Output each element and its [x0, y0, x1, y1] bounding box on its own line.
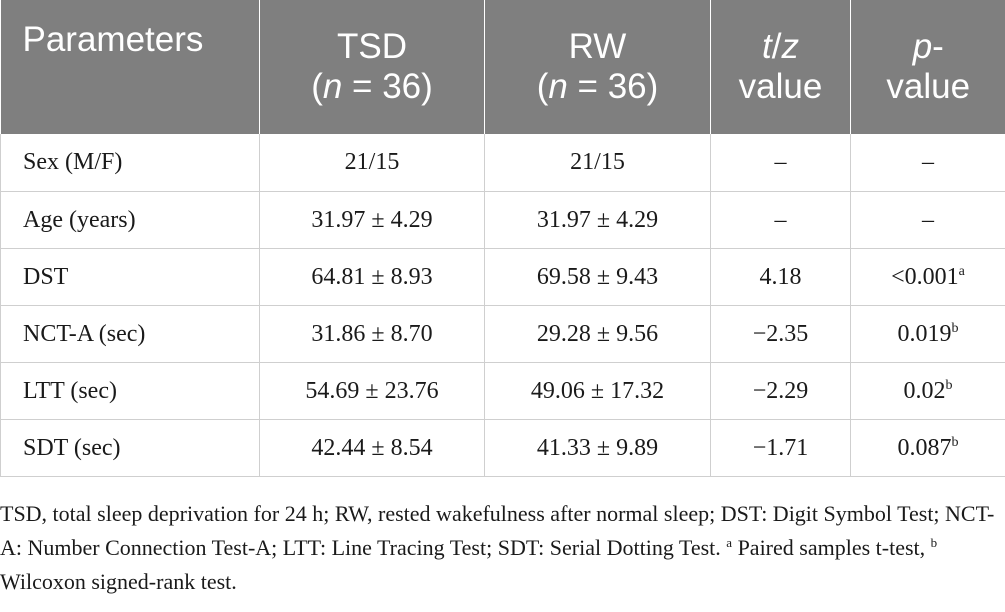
table-row: LTT (sec) 54.69 ± 23.76 49.06 ± 17.32 −2.29…	[0, 362, 1005, 420]
footnote-text: TSD, total sleep deprivation for 24 h; R…	[0, 501, 995, 560]
cell-tsd: 42.44 ± 8.54	[259, 419, 485, 477]
table-row: DST 64.81 ± 8.93 69.58 ± 9.43 4.18 <0.001a	[0, 248, 1005, 306]
cell-tz-value: −1.71	[710, 419, 851, 477]
cell-rw: 41.33 ± 9.89	[484, 419, 711, 477]
header-row: Parameters TSD (n = 36) RW (n = 36) t/z …	[0, 0, 1005, 134]
cell-p-value: 0.019b	[850, 305, 1005, 363]
p-value-superscript: a	[958, 263, 965, 279]
footnote-sup-b: b	[930, 535, 938, 550]
footnote-text-a: Paired samples t-test,	[732, 535, 926, 560]
cell-tsd: 21/15	[259, 134, 485, 192]
cell-tsd: 54.69 ± 23.76	[259, 362, 485, 420]
header-tsd: TSD (n = 36)	[259, 0, 485, 134]
cell-tz-value: –	[710, 191, 851, 249]
cell-parameter: DST	[0, 248, 260, 306]
p-value-superscript: b	[951, 320, 959, 336]
cell-rw: 69.58 ± 9.43	[484, 248, 711, 306]
cell-tz-value: −2.29	[710, 362, 851, 420]
cell-tsd: 31.86 ± 8.70	[259, 305, 485, 363]
table-row: SDT (sec) 42.44 ± 8.54 41.33 ± 9.89 −1.71 0.…	[0, 419, 1005, 477]
cell-rw: 21/15	[484, 134, 711, 192]
cell-p-value: 0.02b	[850, 362, 1005, 420]
cell-p-value: –	[850, 134, 1005, 192]
cell-p-value: <0.001a	[850, 248, 1005, 306]
cell-parameter: SDT (sec)	[0, 419, 260, 477]
cell-p-value: 0.087b	[850, 419, 1005, 477]
cell-parameter: Age (years)	[0, 191, 260, 249]
table-footnote: TSD, total sleep deprivation for 24 h; R…	[0, 497, 1000, 599]
data-table: Parameters TSD (n = 36) RW (n = 36) t/z …	[0, 0, 1005, 477]
cell-tsd: 64.81 ± 8.93	[259, 248, 485, 306]
cell-p-value: –	[850, 191, 1005, 249]
header-parameters: Parameters	[0, 0, 260, 134]
footnote-text-b: Wilcoxon signed-rank test.	[0, 569, 237, 594]
cell-rw: 31.97 ± 4.29	[484, 191, 711, 249]
table-row: Age (years) 31.97 ± 4.29 31.97 ± 4.29– –	[0, 191, 1005, 249]
cell-tz-value: 4.18	[710, 248, 851, 306]
header-p-value: p- value	[850, 0, 1005, 134]
header-tz-value: t/z value	[710, 0, 851, 134]
cell-rw: 49.06 ± 17.32	[484, 362, 711, 420]
cell-tz-value: –	[710, 134, 851, 192]
cell-parameter: NCT-A (sec)	[0, 305, 260, 363]
cell-tz-value: −2.35	[710, 305, 851, 363]
table-row: Sex (M/F) 21/15 21/15– –	[0, 134, 1005, 192]
cell-tsd: 31.97 ± 4.29	[259, 191, 485, 249]
footnote-sup-a: a	[726, 535, 733, 550]
cell-parameter: LTT (sec)	[0, 362, 260, 420]
cell-parameter: Sex (M/F)	[0, 134, 260, 192]
p-value-superscript: b	[945, 377, 953, 393]
table-row: NCT-A (sec) 31.86 ± 8.70 29.28 ± 9.56 −2.35…	[0, 305, 1005, 363]
p-value-superscript: b	[951, 434, 959, 450]
header-rw: RW (n = 36)	[484, 0, 711, 134]
cell-rw: 29.28 ± 9.56	[484, 305, 711, 363]
